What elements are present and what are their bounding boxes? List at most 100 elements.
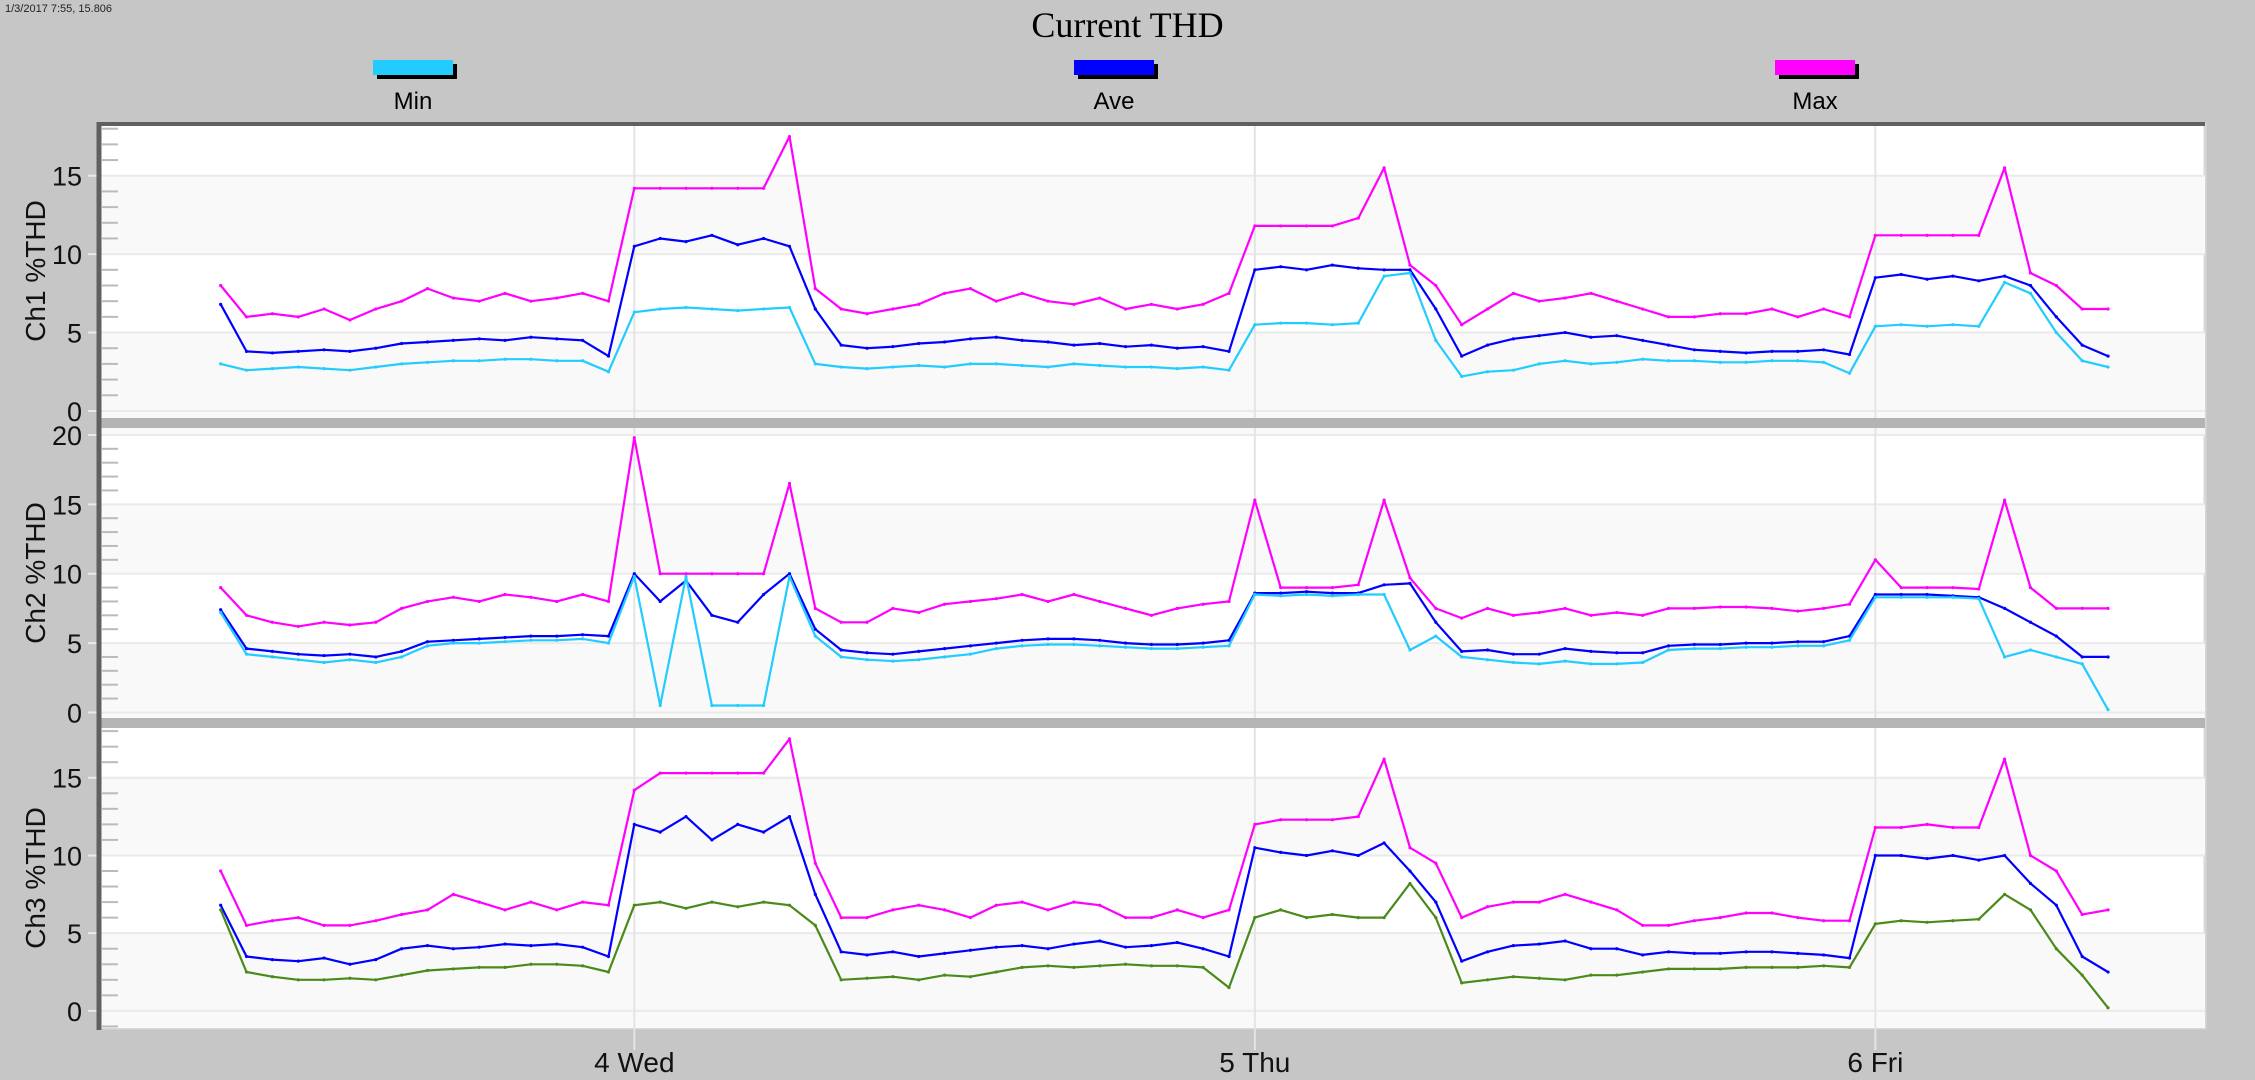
data-point-ch3-min	[1304, 916, 1309, 920]
data-point-ch2-min	[1666, 648, 1671, 652]
x-tick-label: 5 Thu	[1219, 1047, 1290, 1078]
data-point-ch2-min	[1434, 634, 1438, 638]
data-point-ch3-max	[2028, 853, 2033, 858]
data-point-ch2-max	[1873, 558, 1877, 562]
data-point-ch3-max	[1227, 908, 1231, 912]
data-point-ch3-min	[555, 962, 559, 966]
data-point-ch2-max	[1304, 585, 1309, 590]
data-point-ch2-max	[503, 592, 507, 597]
data-point-ch1-min	[1796, 359, 1800, 363]
data-point-ch1-max	[942, 291, 947, 295]
data-point-ch1-ave	[296, 349, 300, 353]
data-point-ch1-max	[2028, 271, 2033, 275]
legend-item-ave[interactable]: Ave	[1054, 60, 1174, 116]
data-point-ch3-ave	[400, 947, 404, 951]
data-point-ch1-max	[1227, 291, 1231, 295]
data-point-ch1-ave	[1641, 338, 1645, 342]
data-point-ch1-min	[581, 359, 585, 363]
y-tick-label: 0	[67, 397, 82, 427]
data-point-ch2-min	[917, 658, 921, 662]
data-point-ch3-max	[451, 892, 455, 896]
data-point-ch3-ave	[658, 830, 662, 834]
data-point-ch3-min	[1537, 976, 1541, 980]
data-point-ch3-max	[1692, 919, 1696, 923]
data-point-ch2-max	[348, 623, 352, 627]
data-point-ch3-min	[917, 978, 921, 982]
data-point-ch1-min	[865, 367, 869, 371]
data-point-ch2-max	[632, 436, 636, 440]
data-point-ch1-min	[374, 365, 378, 369]
data-point-ch3-ave	[1770, 950, 1774, 954]
data-point-ch3-min	[2106, 1006, 2110, 1010]
data-point-ch2-ave	[1485, 648, 1490, 652]
data-point-ch1-ave	[606, 354, 611, 358]
data-point-ch3-min	[684, 906, 688, 910]
data-point-ch3-min	[813, 923, 817, 928]
data-point-ch2-min	[1873, 595, 1877, 599]
data-point-ch2-max	[1149, 613, 1154, 617]
data-point-ch3-max	[1615, 908, 1619, 912]
panel-separator[interactable]	[100, 418, 2205, 428]
data-point-ch2-min	[1718, 647, 1722, 651]
data-point-ch2-max	[606, 599, 611, 604]
data-point-ch2-max	[1692, 606, 1696, 610]
data-point-ch2-max	[917, 610, 921, 615]
data-point-ch3-max	[1641, 923, 1645, 928]
data-point-ch2-ave	[1201, 641, 1205, 645]
data-point-ch1-ave	[1253, 268, 1257, 272]
data-point-ch1-min	[1460, 374, 1464, 379]
data-point-ch1-min	[529, 357, 533, 361]
data-point-ch1-min	[425, 360, 430, 364]
data-point-ch1-min	[555, 359, 559, 363]
data-point-ch2-ave	[787, 572, 792, 576]
data-point-ch1-min	[296, 365, 300, 369]
data-point-ch1-max	[994, 299, 998, 303]
data-point-ch2-ave	[1770, 641, 1774, 645]
data-point-ch1-ave	[1796, 349, 1800, 353]
data-point-ch3-max	[1098, 903, 1102, 907]
data-point-ch1-max	[1977, 233, 1981, 237]
data-point-ch1-ave	[658, 236, 662, 241]
legend-item-min[interactable]: Min	[353, 60, 473, 116]
data-point-ch2-min	[1046, 642, 1050, 647]
data-point-ch3-max	[1304, 818, 1309, 822]
data-point-ch2-ave	[1822, 640, 1826, 644]
data-point-ch1-max	[2003, 166, 2007, 170]
data-point-ch3-max	[1822, 919, 1826, 923]
data-point-ch1-ave	[1925, 277, 1929, 281]
data-point-ch2-min	[296, 658, 300, 662]
data-point-ch1-min	[942, 365, 947, 369]
data-point-ch3-ave	[1098, 939, 1102, 943]
data-point-ch1-min	[632, 310, 636, 314]
data-point-ch1-ave	[374, 346, 378, 350]
data-point-ch3-min	[2054, 947, 2058, 951]
data-point-ch2-ave	[1589, 649, 1593, 653]
data-point-ch1-max	[348, 318, 352, 322]
data-point-ch3-ave	[813, 892, 817, 896]
legend-item-max[interactable]: Max	[1755, 60, 1875, 116]
data-point-ch1-ave	[813, 307, 817, 311]
data-point-ch2-min	[1304, 592, 1309, 597]
data-point-ch2-ave	[658, 599, 662, 604]
data-point-ch3-min	[762, 900, 766, 904]
data-point-ch2-min	[1511, 660, 1515, 665]
legend-label-min: Min	[393, 88, 433, 115]
data-point-ch3-max	[1201, 916, 1205, 920]
data-point-ch2-min	[839, 655, 843, 659]
data-point-ch2-ave	[529, 634, 533, 638]
data-point-ch3-max	[477, 900, 481, 904]
data-point-ch2-ave	[1537, 652, 1541, 656]
data-point-ch2-min	[1175, 647, 1179, 651]
data-point-ch1-max	[1951, 233, 1955, 237]
data-point-ch2-min	[374, 660, 378, 665]
data-point-ch2-ave	[270, 649, 274, 653]
data-point-ch1-min	[736, 308, 740, 313]
data-point-ch3-ave	[1796, 951, 1800, 955]
panel-separator[interactable]	[100, 718, 2205, 728]
data-point-ch3-max	[529, 900, 533, 904]
data-point-ch2-max	[219, 585, 223, 590]
data-point-ch2-ave	[1123, 641, 1128, 645]
data-point-ch3-ave	[555, 942, 559, 946]
data-point-ch3-ave	[1304, 853, 1309, 858]
